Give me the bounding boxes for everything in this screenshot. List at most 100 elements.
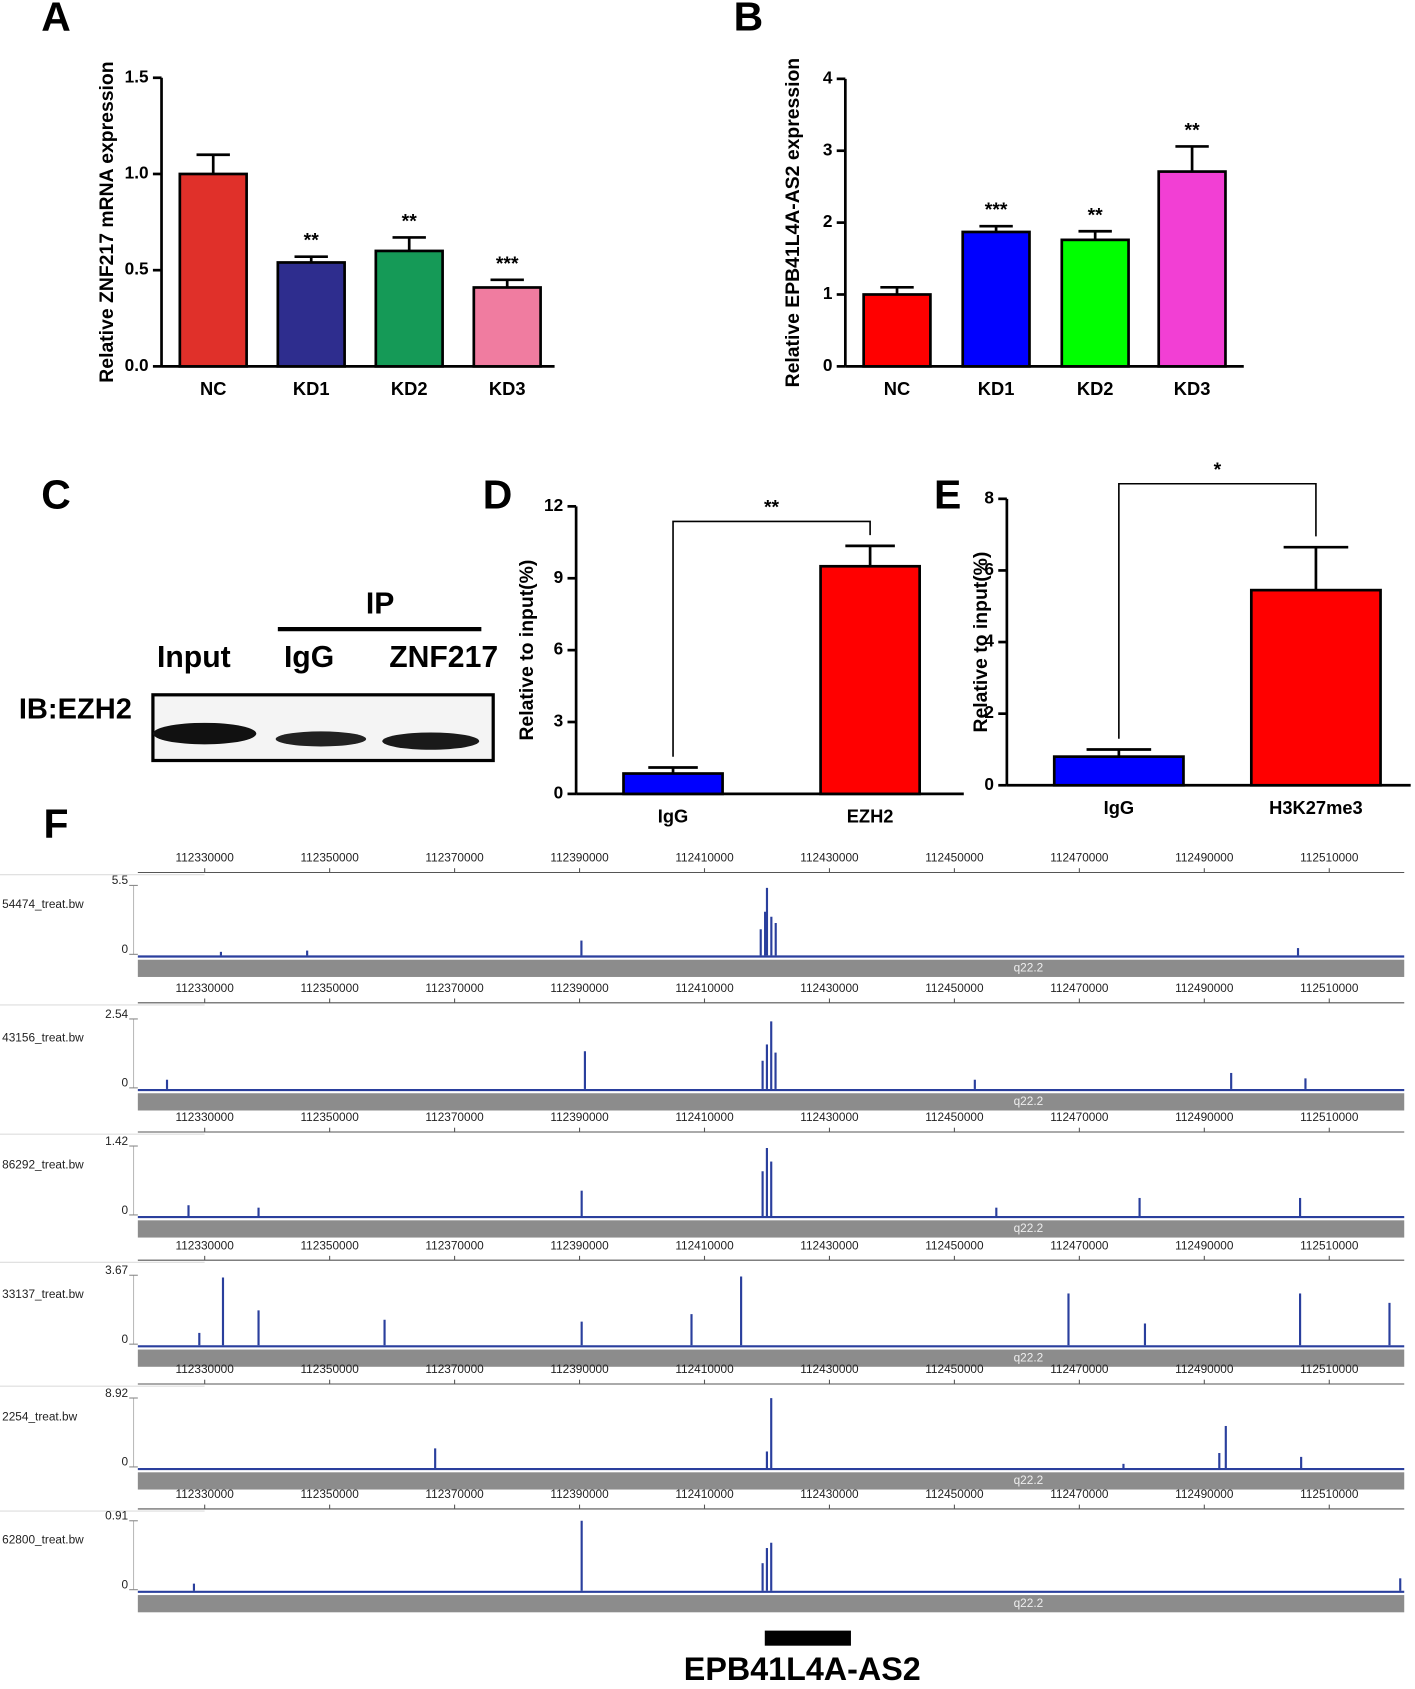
y-tick-label: 2 [823,211,833,231]
gene-bar [764,1630,851,1646]
x-tick-label: 112490000 [1175,1110,1234,1124]
x-tick-label: 112330000 [176,1238,235,1252]
bar [1249,588,1382,787]
y-tick-label: 0 [122,1332,129,1346]
y-tick-label: 5.5 [112,873,129,887]
track-name: 2254_treat.bw [2,1410,77,1424]
x-tick-label: 112470000 [1050,1362,1109,1376]
x-tick-label: 112410000 [675,1487,734,1501]
x-tick-label: 112350000 [300,851,359,865]
x-tick-label: 112470000 [1050,851,1109,865]
x-tick-label: 112350000 [300,1362,359,1376]
bar [472,286,542,368]
x-tick-label: 112450000 [925,851,984,865]
x-tick-label: 112390000 [550,1362,609,1376]
y-tick-label: 4 [984,631,994,651]
y-axis-label: Relative ZNF217 mRNA expression [96,61,118,382]
x-tick-label: KD3 [1174,378,1211,399]
chromosome-band [137,1472,1405,1490]
x-tick-label: 112450000 [925,981,984,995]
lane-label: Input [157,641,231,674]
bar [622,772,724,796]
y-tick-label: 0 [984,774,994,794]
bar [819,564,921,796]
y-tick-label: 8.92 [105,1386,128,1400]
x-tick-label: 112430000 [800,981,859,995]
y-tick-label: 0 [122,1578,129,1592]
x-tick-label: 112490000 [1175,981,1234,995]
bar [1157,170,1227,368]
chromosome-band [137,959,1405,977]
significance: * [1214,459,1222,481]
y-axis-label: Relative to input(%) [970,552,992,733]
significance-bracket [672,520,871,757]
panel-letter: D [483,472,513,518]
x-tick-label: 112490000 [1175,1487,1234,1501]
x-tick-label: KD3 [489,378,526,399]
x-tick-label: 112450000 [925,1487,984,1501]
x-tick-label: 112370000 [425,1238,484,1252]
track-name: 86292_treat.bw [2,1158,84,1172]
panel-letter: E [934,472,961,518]
x-tick-label: 112490000 [1175,1238,1234,1252]
bar [1060,238,1130,368]
y-tick-label: 0.91 [105,1509,128,1523]
x-tick-label: 112390000 [550,981,609,995]
x-tick-label: 112370000 [425,981,484,995]
x-tick-label: 112470000 [1050,1487,1109,1501]
x-tick-label: KD1 [293,378,330,399]
track-name: 43156_treat.bw [2,1030,84,1044]
track-name: 62800_treat.bw [2,1532,84,1546]
x-tick-label: 112390000 [550,1487,609,1501]
chromosome-band [137,1220,1405,1238]
antibody-label: IB:EZH2 [19,694,132,726]
x-tick-label: 112450000 [925,1362,984,1376]
y-tick-label: 4 [823,67,833,87]
x-tick-label: 112350000 [300,1238,359,1252]
x-tick-label: 112370000 [425,1362,484,1376]
x-tick-label: 112410000 [675,1362,734,1376]
y-tick-label: 2 [984,702,994,722]
panel-letter: C [41,472,71,518]
y-tick-label: 6 [554,639,564,659]
panel-letter: A [41,0,71,39]
x-tick-label: IgG [1104,797,1135,818]
x-tick-label: 112370000 [425,1110,484,1124]
x-tick-label: NC [884,378,910,399]
band [275,731,367,747]
y-tick-label: 3 [823,139,833,159]
x-tick-label: 112450000 [925,1110,984,1124]
band [152,722,257,745]
panel-letter: B [734,0,764,39]
band [382,732,480,750]
x-tick-label: 112410000 [675,981,734,995]
x-tick-label: 112510000 [1300,851,1359,865]
x-tick-label: 112510000 [1300,981,1359,995]
y-tick-label: 9 [554,567,564,587]
x-tick-label: KD2 [391,378,428,399]
y-tick-label: 0 [122,942,129,956]
significance-bracket [1118,482,1317,739]
x-tick-label: 112510000 [1300,1110,1359,1124]
y-tick-label: 0 [554,782,564,802]
significance: *** [496,253,519,275]
x-tick-label: 112330000 [176,1110,235,1124]
x-tick-label: NC [200,378,226,399]
x-tick-label: 112470000 [1050,981,1109,995]
y-tick-label: 0 [823,355,833,375]
bar [862,293,932,368]
y-tick-label: 0 [122,1203,129,1217]
x-tick-label: 112330000 [176,1487,235,1501]
y-tick-label: 6 [984,559,994,579]
significance: ** [764,497,780,519]
bar [374,249,444,368]
x-tick-label: 112350000 [300,1110,359,1124]
x-tick-label: 112430000 [800,1238,859,1252]
track-name: 33137_treat.bw [2,1287,84,1301]
bar [276,261,346,368]
x-tick-label: 112430000 [800,1362,859,1376]
x-tick-label: 112510000 [1300,1362,1359,1376]
significance: ** [1185,119,1201,141]
